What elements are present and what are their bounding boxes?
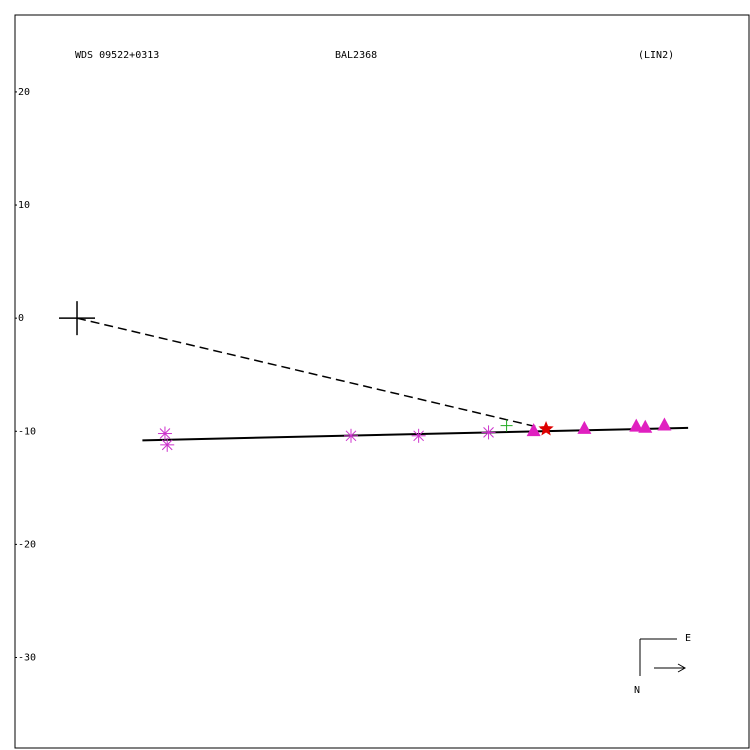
y-tick-label: -20 [18,539,36,550]
chart-subtitle: BAL2368 [335,50,377,61]
y-tick-label: -30 [18,653,36,664]
fit-line [142,426,689,442]
asterisk-stroke [345,430,357,442]
triangle-point [526,423,541,437]
asterisk-stroke [483,427,494,438]
asterisk-point [160,437,175,452]
star-point [538,421,554,436]
triangle-shape [657,417,672,431]
triangle-point [638,419,653,433]
node-line [76,317,547,430]
chart-title: WDS 09522+0313 [75,50,159,61]
asterisk-point [411,428,426,443]
triangle-shape [577,420,592,434]
plot-frame [14,14,750,749]
asterisk-stroke [413,430,424,442]
y-tick-label: 20 [18,87,30,98]
compass-east: E [685,633,691,644]
plus-point [500,419,513,432]
y-tick-label: 0 [18,313,24,324]
y-tick-label: -10 [18,426,36,437]
motion-arrow-head [677,663,687,673]
triangle-shape [629,418,644,432]
triangle-shape [526,423,541,437]
asterisk-point [157,426,172,441]
asterisk-stroke [159,428,171,439]
annotation: (LIN2) [638,50,674,61]
triangle-point [577,420,592,434]
asterisk-stroke [161,439,173,451]
triangle-shape [638,419,653,433]
compass: E N [634,633,691,696]
asterisk-point [343,428,358,443]
triangle-point [657,417,672,431]
compass-north: N [634,685,640,696]
star-shape [538,421,554,436]
triangle-point [629,418,644,432]
asterisk-point [481,425,496,440]
y-tick-label: 10 [18,200,30,211]
